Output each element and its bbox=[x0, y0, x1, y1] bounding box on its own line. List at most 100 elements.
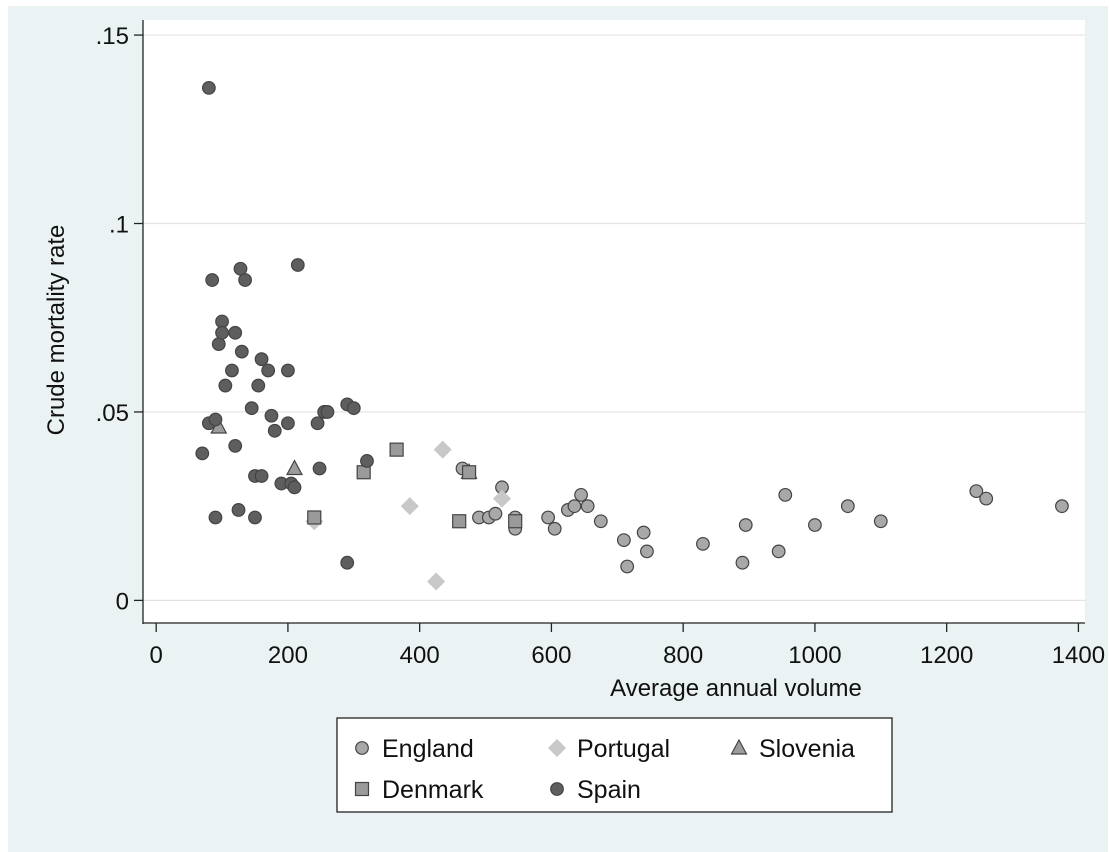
spain-point bbox=[248, 510, 262, 525]
y-axis-ticks: 0 .05 .1 .15 bbox=[96, 23, 143, 615]
england-point bbox=[574, 487, 588, 502]
england-point bbox=[738, 518, 753, 532]
spain-point bbox=[312, 461, 327, 476]
spain-point bbox=[251, 378, 266, 393]
spain-point bbox=[346, 401, 361, 416]
y-tick-label: 0 bbox=[116, 588, 129, 615]
spain-point bbox=[254, 352, 269, 367]
y-tick-label: .15 bbox=[96, 23, 129, 50]
england-point bbox=[979, 491, 994, 506]
legend-marker-portugal bbox=[548, 739, 566, 757]
spain-point bbox=[215, 325, 229, 340]
spain-point bbox=[340, 555, 355, 570]
x-tick-label: 0 bbox=[149, 642, 162, 669]
legend-item-slovenia: Slovenia bbox=[730, 735, 855, 763]
spain-point bbox=[201, 80, 216, 95]
england-point bbox=[808, 518, 822, 532]
legend-marker-denmark bbox=[354, 781, 370, 797]
spain-point bbox=[261, 363, 276, 378]
portugal-point bbox=[400, 497, 419, 516]
england-point bbox=[567, 499, 582, 514]
legend-label-portugal: Portugal bbox=[577, 735, 670, 763]
denmark-point bbox=[389, 442, 404, 457]
legend-item-england: England bbox=[355, 735, 474, 763]
x-tick-label: 800 bbox=[663, 642, 703, 669]
portugal-point bbox=[493, 489, 512, 508]
y-tick-label: .05 bbox=[96, 400, 129, 427]
spain-point bbox=[231, 503, 246, 517]
x-tick-label: 400 bbox=[400, 642, 440, 669]
england-point bbox=[488, 506, 503, 521]
portugal-point bbox=[433, 440, 452, 459]
legend-marker-slovenia bbox=[730, 738, 748, 755]
spain-point bbox=[320, 405, 335, 419]
x-axis-label: Average annual volume bbox=[610, 675, 862, 702]
x-axis-ticks: 0 200 400 600 800 1000 1200 1400 bbox=[149, 623, 1105, 669]
england-point bbox=[616, 533, 631, 547]
slovenia-point bbox=[286, 459, 304, 476]
spain-point bbox=[281, 363, 295, 378]
spain-point bbox=[228, 438, 243, 453]
x-tick-label: 600 bbox=[531, 642, 571, 669]
spain-point bbox=[234, 344, 249, 359]
spain-point bbox=[225, 363, 239, 378]
england-point bbox=[778, 487, 793, 502]
spain-point bbox=[310, 416, 325, 431]
spain-point bbox=[208, 510, 223, 525]
spain-point bbox=[244, 401, 259, 416]
portugal-point bbox=[427, 572, 446, 591]
spain-point bbox=[360, 454, 374, 468]
england-point bbox=[547, 521, 562, 536]
legend-item-spain: Spain bbox=[550, 776, 641, 804]
england-point bbox=[969, 484, 984, 498]
spain-point bbox=[211, 337, 226, 352]
legend-marker-england bbox=[355, 741, 369, 755]
spain-point bbox=[208, 412, 223, 427]
series-spain bbox=[195, 80, 374, 570]
legend-label-slovenia: Slovenia bbox=[759, 735, 855, 763]
spain-point bbox=[238, 273, 253, 287]
england-point bbox=[580, 499, 595, 514]
denmark-point bbox=[307, 510, 322, 525]
spain-point bbox=[228, 325, 243, 340]
england-point bbox=[1055, 499, 1069, 514]
y-tick-label: .1 bbox=[109, 212, 129, 239]
x-tick-label: 200 bbox=[268, 642, 308, 669]
england-point bbox=[620, 559, 635, 574]
spain-point bbox=[267, 423, 282, 438]
spain-point bbox=[195, 446, 210, 461]
spain-point bbox=[218, 378, 233, 393]
england-point bbox=[873, 514, 888, 529]
legend-label-denmark: Denmark bbox=[382, 776, 484, 804]
england-point bbox=[696, 536, 710, 551]
legend-label-spain: Spain bbox=[577, 776, 641, 804]
spain-point bbox=[205, 273, 220, 287]
denmark-point bbox=[461, 465, 477, 480]
england-point bbox=[593, 514, 608, 529]
x-tick-label: 1200 bbox=[920, 642, 973, 669]
y-axis-label: Crude mortality rate bbox=[43, 225, 70, 436]
denmark-point bbox=[508, 514, 523, 529]
x-tick-label: 1400 bbox=[1052, 642, 1105, 669]
spain-point bbox=[287, 480, 302, 495]
legend-marker-spain bbox=[550, 782, 564, 796]
legend-box bbox=[336, 717, 893, 813]
spain-point bbox=[254, 469, 269, 483]
plot-area bbox=[143, 20, 1085, 623]
england-point bbox=[541, 510, 556, 525]
legend-item-portugal: Portugal bbox=[548, 735, 670, 763]
england-point bbox=[636, 525, 651, 540]
england-point bbox=[735, 555, 750, 570]
spain-point bbox=[281, 416, 295, 431]
series-denmark bbox=[307, 442, 523, 529]
england-point bbox=[771, 544, 786, 559]
gridlines bbox=[143, 34, 1085, 601]
legend-item-denmark: Denmark bbox=[354, 776, 484, 804]
england-point bbox=[640, 544, 654, 559]
spain-point bbox=[264, 408, 279, 423]
legend-label-england: England bbox=[382, 735, 474, 763]
data-points bbox=[195, 80, 1069, 591]
x-tick-label: 1000 bbox=[788, 642, 841, 669]
